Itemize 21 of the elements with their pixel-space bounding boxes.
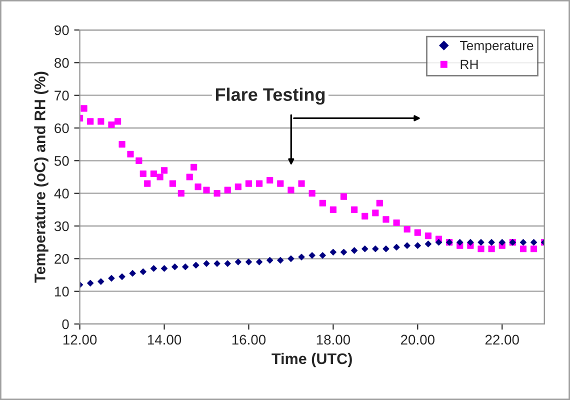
x-tick-label: 22.00 xyxy=(485,334,519,345)
y-tick-label: 50 xyxy=(54,156,69,166)
annotation: Flare Testing xyxy=(216,88,325,105)
y-tick-label: 30 xyxy=(54,221,69,232)
y-tick-label: 40 xyxy=(54,188,69,199)
x-tick-label: 18.00 xyxy=(316,334,350,345)
y-tick-label: 60 xyxy=(54,123,69,134)
legend-label: Temperature xyxy=(460,41,534,53)
y-tick-label: 20 xyxy=(54,254,69,264)
x-tick-label: 14.00 xyxy=(148,334,182,345)
y-tick-label: 0 xyxy=(62,319,69,330)
y-tick-label: 90 xyxy=(54,25,69,36)
x-tick-label: 16.00 xyxy=(232,334,266,345)
y-tick-label: 70 xyxy=(54,90,69,101)
x-tick-label: 20.00 xyxy=(400,334,434,345)
y-tick-label: 80 xyxy=(54,58,69,68)
legend-label: RH xyxy=(460,60,478,70)
x-axis-title: Time (UTC) xyxy=(272,352,352,368)
y-axis-title: Temperature (oC) and RH (%) xyxy=(34,72,48,283)
x-tick-label: 12.00 xyxy=(63,334,97,345)
y-tick-label: 10 xyxy=(54,286,69,297)
